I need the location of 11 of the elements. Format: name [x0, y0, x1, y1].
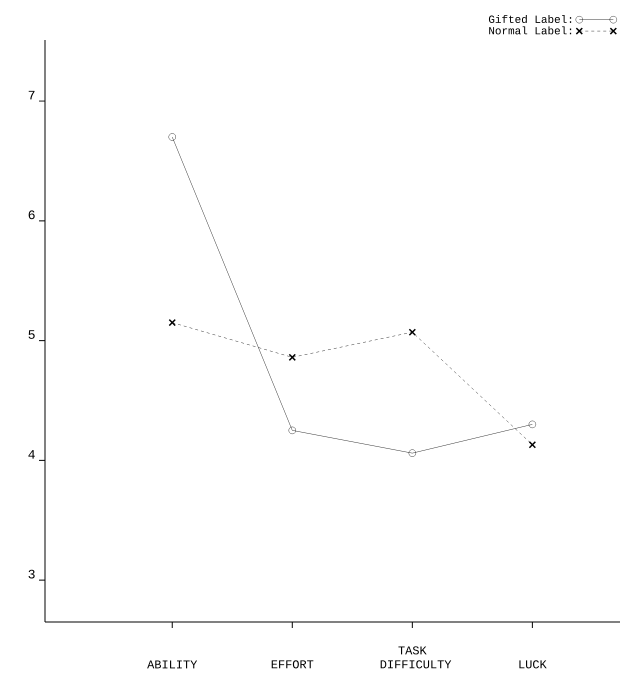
y-tick-label: 4 [28, 450, 35, 459]
legend-label: Gifted Label: [488, 14, 572, 24]
x-tick-label: EFFORT [272, 660, 314, 668]
legend-label: Normal Label: [489, 26, 572, 34]
y-tick-label: 5 [28, 330, 35, 339]
y-tick-label: 3 [28, 570, 35, 578]
y-tick-label: 6 [28, 210, 35, 220]
x-tick-label: TASK DIFFICULTY [380, 646, 452, 668]
x-tick-label: ABILITY [147, 660, 198, 668]
x-tick-label: LUCK [519, 660, 547, 668]
y-tick-label: 7 [28, 90, 34, 100]
